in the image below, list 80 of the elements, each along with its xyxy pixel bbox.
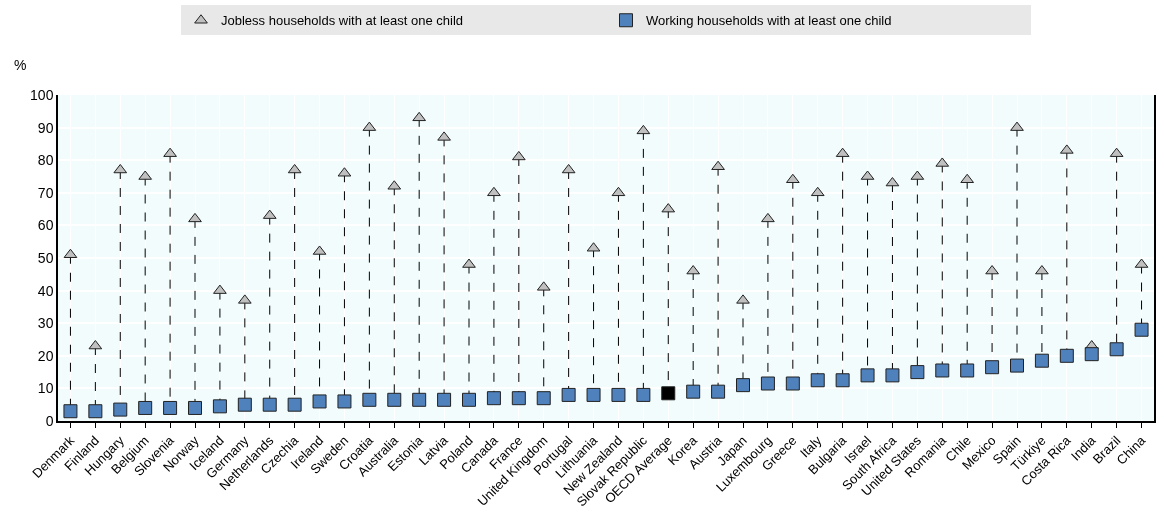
point	[287, 163, 302, 174]
y-tick-label: 60	[37, 217, 54, 234]
point	[536, 391, 551, 406]
point	[760, 376, 775, 391]
legend-label: Working households with at least one child	[646, 13, 892, 29]
point	[985, 360, 1000, 375]
point	[935, 363, 950, 378]
point	[960, 173, 975, 184]
point	[785, 173, 800, 184]
point	[711, 384, 726, 399]
point	[486, 391, 501, 406]
y-tick-label: 30	[37, 315, 54, 332]
point	[686, 384, 701, 399]
point	[785, 376, 800, 391]
y-tick-label: 40	[37, 282, 54, 299]
point	[213, 284, 227, 294]
point	[437, 392, 452, 407]
point	[212, 399, 227, 414]
point	[736, 378, 750, 393]
point	[412, 111, 427, 122]
point	[885, 368, 900, 383]
point	[636, 387, 651, 402]
point	[163, 147, 177, 157]
point	[586, 387, 601, 402]
y-tick-label: 80	[37, 152, 54, 169]
point	[1059, 348, 1074, 363]
point	[561, 387, 576, 402]
point	[1134, 322, 1149, 337]
point	[312, 394, 327, 409]
point	[1010, 358, 1024, 373]
point	[237, 397, 252, 412]
point	[761, 212, 775, 223]
point	[636, 124, 651, 135]
y-tick-label: 70	[37, 184, 54, 201]
point	[88, 404, 103, 419]
point	[262, 397, 277, 412]
point	[462, 392, 476, 407]
point	[437, 131, 451, 141]
point	[1010, 121, 1024, 131]
point	[188, 400, 202, 415]
point	[511, 150, 526, 161]
point	[711, 160, 725, 170]
point	[337, 394, 352, 409]
point	[561, 163, 576, 174]
point	[1034, 353, 1049, 368]
legend-label: Jobless households with at least one child	[221, 13, 464, 29]
point	[835, 373, 850, 388]
point	[736, 294, 750, 304]
y-tick-label: 50	[37, 249, 54, 266]
point	[362, 392, 377, 407]
point	[985, 265, 999, 275]
point	[910, 365, 925, 380]
point	[113, 163, 128, 174]
point	[113, 402, 128, 417]
y-tick-label: 100	[30, 86, 54, 103]
point	[412, 392, 427, 407]
point	[960, 363, 975, 378]
point	[611, 186, 626, 197]
y-tick-label: 10	[37, 380, 54, 397]
point	[188, 212, 202, 223]
point	[138, 400, 153, 415]
y-tick-label: 20	[37, 347, 54, 364]
point	[661, 386, 676, 401]
y-axis-title: %	[14, 57, 27, 73]
point	[611, 387, 626, 402]
y-tick-label: 90	[37, 119, 54, 136]
point	[287, 397, 302, 412]
point	[1109, 342, 1124, 357]
point	[163, 400, 178, 415]
point	[387, 392, 402, 407]
point	[1035, 265, 1049, 275]
point	[860, 368, 875, 383]
y-tick-label: 0	[45, 412, 54, 429]
point	[63, 404, 78, 419]
point	[1084, 347, 1099, 362]
point	[810, 186, 825, 197]
point	[462, 258, 476, 268]
point	[487, 186, 501, 197]
point	[810, 373, 825, 388]
point	[511, 391, 526, 406]
